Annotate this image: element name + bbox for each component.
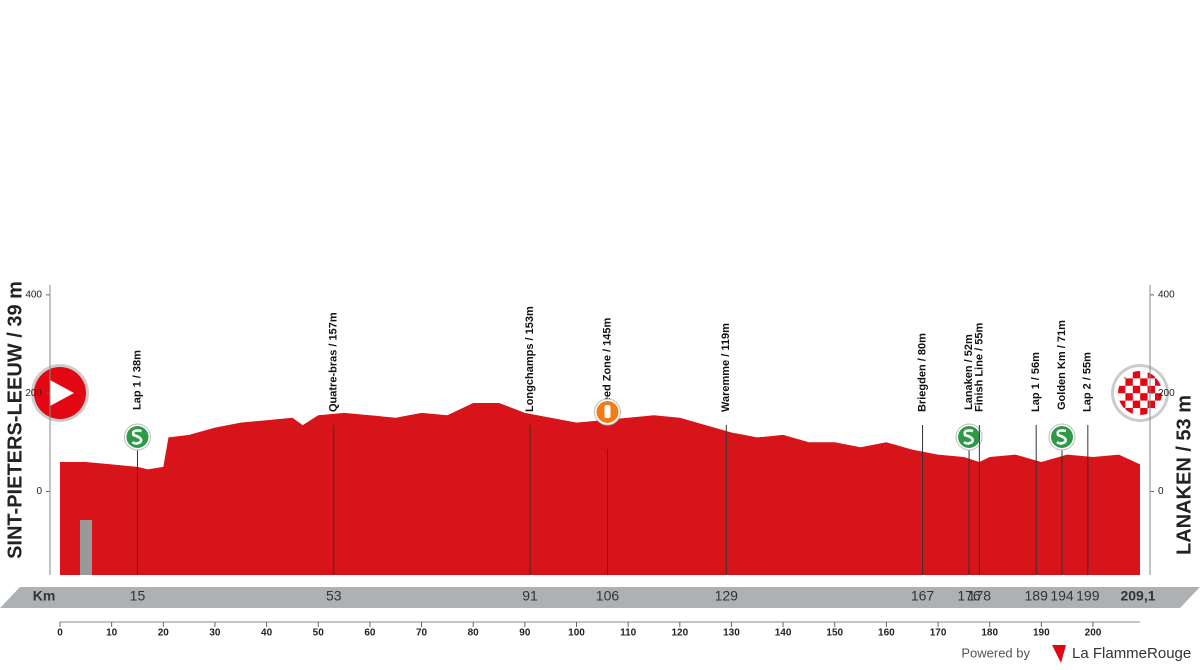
x-tick-label: 190 xyxy=(1033,628,1050,639)
x-tick-label: 120 xyxy=(671,628,688,639)
waypoint-label: Finish Line / 55m xyxy=(973,323,985,412)
feed-icon xyxy=(604,405,611,418)
checker xyxy=(1147,371,1155,379)
y-tick-label: 400 xyxy=(1158,290,1175,301)
finish-km: 209,1 xyxy=(1120,588,1155,604)
y-tick-label: 0 xyxy=(36,486,42,497)
x-tick-label: 110 xyxy=(620,628,637,639)
x-tick-label: 70 xyxy=(416,628,428,639)
x-tick-label: 140 xyxy=(775,628,792,639)
brand: La FlammeRouge xyxy=(1072,645,1191,662)
sprint-icon xyxy=(131,429,143,445)
checker xyxy=(1155,378,1162,386)
sprint-icon xyxy=(963,429,974,445)
checker xyxy=(1140,378,1148,386)
km-marker: 106 xyxy=(596,588,620,604)
checker xyxy=(1147,385,1155,394)
waypoint-label: Longchamps / 153m xyxy=(524,306,536,412)
x-tick-label: 30 xyxy=(209,628,221,639)
waypoint-label: Golden Km / 71m xyxy=(1056,320,1068,410)
start-label: SINT-PIETERS-LEEUW / 39 m xyxy=(4,281,26,559)
checker xyxy=(1140,393,1148,401)
x-tick-label: 100 xyxy=(568,628,585,639)
x-tick-label: 160 xyxy=(878,628,895,639)
waypoint-label: Lap 1 / 56m xyxy=(1030,352,1042,412)
km-band xyxy=(0,587,1200,608)
x-tick-label: 40 xyxy=(261,628,273,639)
x-tick-label: 130 xyxy=(723,628,740,639)
y-tick-label: 200 xyxy=(1158,388,1175,399)
checker xyxy=(1132,400,1141,408)
waypoint-label: Lap 2 / 55m xyxy=(1082,352,1094,412)
sprint-icon xyxy=(1056,429,1067,445)
checker xyxy=(1132,385,1141,394)
km-marker: 129 xyxy=(715,588,739,604)
x-tick-label: 90 xyxy=(519,628,531,639)
x-tick-label: 20 xyxy=(158,628,170,639)
waypoint-label: Feed Zone / 145m xyxy=(601,317,613,410)
checker xyxy=(1118,400,1126,408)
checker xyxy=(1132,371,1141,379)
finish-icon xyxy=(1111,364,1169,422)
waypoint-label: Lanaken / 52m xyxy=(963,334,975,410)
checker xyxy=(1125,378,1133,386)
checker xyxy=(1140,408,1148,415)
y-tick-label: 400 xyxy=(25,290,42,301)
x-tick-label: 180 xyxy=(981,628,998,639)
km-marker: 178 xyxy=(968,588,992,604)
km-marker: 91 xyxy=(522,588,538,604)
waypoint-label: Briegden / 80m xyxy=(916,333,928,412)
checker xyxy=(1125,408,1133,415)
x-tick-label: 60 xyxy=(364,628,376,639)
powered-by: Powered by xyxy=(961,645,1030,660)
finish-label: LANAKEN / 53 m xyxy=(1173,395,1195,555)
checker xyxy=(1118,385,1126,394)
km-axis-label: Km xyxy=(33,588,56,604)
km-marker: 53 xyxy=(326,588,342,604)
start-icon xyxy=(31,364,89,422)
checker xyxy=(1147,400,1155,408)
waypoint-label: Lap 1 / 38m xyxy=(131,350,143,410)
km-marker: 194 xyxy=(1050,588,1074,604)
elevation-profile xyxy=(60,402,1140,575)
x-tick-label: 150 xyxy=(826,628,843,639)
neutral-marker xyxy=(80,520,92,575)
waypoint-label: Quatre-bras / 157m xyxy=(328,312,340,412)
km-marker: 176 xyxy=(957,588,981,604)
x-tick-label: 80 xyxy=(468,628,480,639)
y-tick-label: 200 xyxy=(25,388,42,399)
brand-logo xyxy=(1052,645,1066,663)
checker xyxy=(1155,393,1162,401)
x-tick-label: 200 xyxy=(1085,628,1102,639)
x-tick-label: 170 xyxy=(930,628,947,639)
km-marker: 199 xyxy=(1076,588,1100,604)
x-tick-label: 0 xyxy=(57,628,63,639)
y-tick-label: 0 xyxy=(1158,486,1164,497)
checker xyxy=(1125,393,1133,401)
km-marker: 189 xyxy=(1025,588,1049,604)
x-tick-label: 50 xyxy=(313,628,325,639)
km-marker: 15 xyxy=(130,588,146,604)
km-marker: 167 xyxy=(911,588,935,604)
waypoint-label: Waremme / 119m xyxy=(720,323,732,412)
x-tick-label: 10 xyxy=(106,628,118,639)
